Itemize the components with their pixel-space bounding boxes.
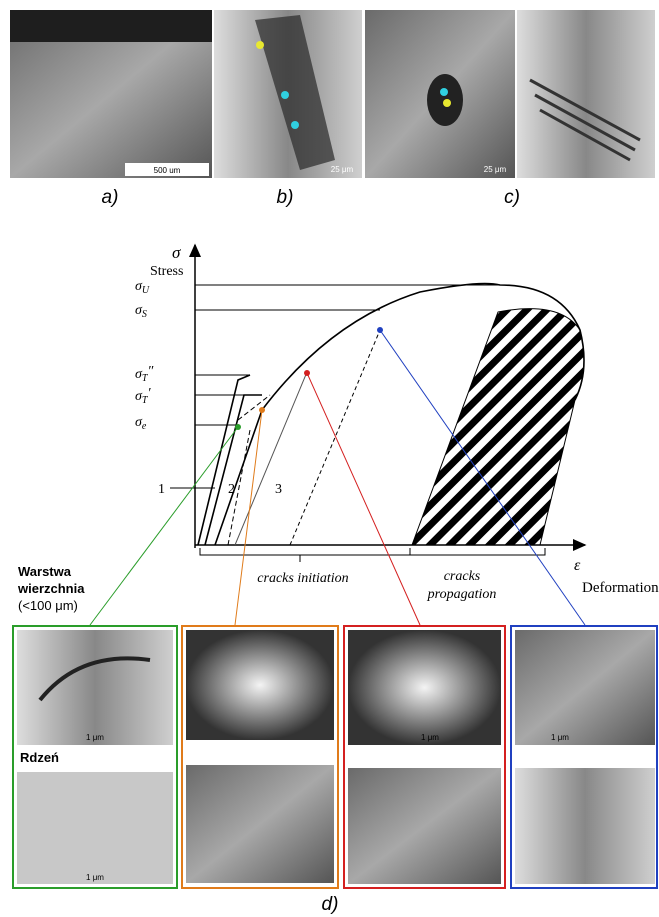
micrograph xyxy=(515,768,655,884)
surface-label: Warstwa xyxy=(18,564,72,579)
diagram: σ Stress ε Deformation σU σS σT″ σT′ σe … xyxy=(90,243,659,625)
scale-label: 1 μm xyxy=(86,733,104,742)
initiation-label: cracks initiation xyxy=(257,571,348,586)
stress-levels: σU σS σT″ σT′ σe xyxy=(135,279,153,432)
scale-label: 1 μm xyxy=(86,873,104,882)
level-label: σT′ xyxy=(135,386,151,406)
brace xyxy=(200,548,545,562)
marker xyxy=(440,88,448,96)
prime: ″ xyxy=(147,364,153,379)
curve-label: 2 xyxy=(228,482,235,497)
leader xyxy=(307,373,420,625)
level-label: σT″ xyxy=(135,364,153,384)
marker xyxy=(291,121,299,129)
marker xyxy=(443,99,451,107)
core-label: Rdzeń xyxy=(20,750,59,765)
scale-label: 1 μm xyxy=(551,733,569,742)
dashed-curve xyxy=(228,395,270,545)
page: Figure {"top_panels": {"labels": ["a)", … xyxy=(0,0,659,917)
propagation-label: propagation xyxy=(427,587,497,602)
subscript: S xyxy=(142,309,147,320)
panel-label: c) xyxy=(504,187,520,208)
micrograph xyxy=(186,765,334,883)
micrograph xyxy=(348,630,501,745)
propagation-region xyxy=(412,309,584,545)
scale-label: 500 um xyxy=(154,166,181,175)
caption: d) xyxy=(322,894,339,915)
level-label: σS xyxy=(135,303,147,320)
x-label: Deformation xyxy=(582,580,659,596)
scale-label: 25 μm xyxy=(484,165,507,174)
level-label: σe xyxy=(135,415,147,432)
panel-label: b) xyxy=(277,187,294,208)
scale-label: 1 μm xyxy=(421,733,439,742)
propagation-label: cracks xyxy=(444,569,481,584)
micrograph xyxy=(515,630,655,745)
y-label: Stress xyxy=(150,264,183,279)
surface-layer xyxy=(10,10,212,42)
top-images: 500 um 25 μm 25 μm a) b) c) xyxy=(10,10,655,208)
leader xyxy=(235,410,262,625)
scale-label: 25 μm xyxy=(331,165,354,174)
micrograph xyxy=(186,630,334,740)
subscript: e xyxy=(142,421,147,432)
panel-label: a) xyxy=(102,187,119,208)
micrograph xyxy=(17,772,173,884)
prime: ′ xyxy=(147,386,151,401)
micrograph xyxy=(348,768,501,884)
x-symbol: ε xyxy=(574,557,581,574)
figure: 500 um 25 μm 25 μm a) b) c) σ Stress ε D… xyxy=(0,0,659,917)
tem-images: Warstwa wierzchnia (<100 μm) 1 μm Rdzeń … xyxy=(13,564,657,915)
micrograph xyxy=(17,630,173,745)
curve-label: 3 xyxy=(275,482,282,497)
y-symbol: σ xyxy=(172,243,181,262)
curve-label: 1 xyxy=(158,482,165,497)
leader xyxy=(90,427,238,625)
surface-note: (<100 μm) xyxy=(18,598,78,613)
subscript: U xyxy=(142,285,150,296)
marker xyxy=(256,41,264,49)
marker xyxy=(281,91,289,99)
level-label: σU xyxy=(135,279,150,296)
surface-label: wierzchnia xyxy=(17,581,85,596)
body: 500 um 25 μm 25 μm a) b) c) σ Stress ε D… xyxy=(0,0,659,917)
micrograph xyxy=(517,10,655,178)
